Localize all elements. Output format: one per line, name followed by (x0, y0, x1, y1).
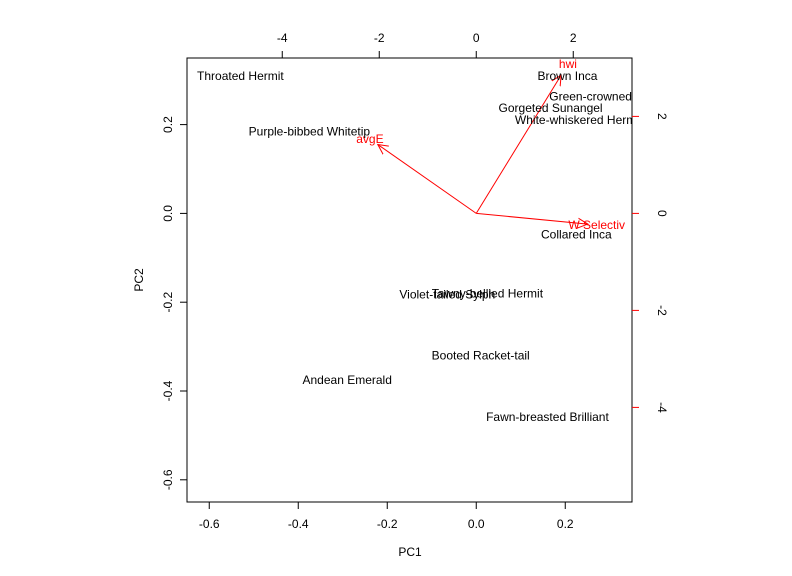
point-label: Booted Racket-tail (432, 348, 530, 362)
point-label: Gorgeted Sunangel (499, 101, 603, 115)
sample-labels: Throated Hermit Purple-bibbed Whitetip Bro… (197, 69, 643, 424)
point-label: Fawn-breasted Brilliant (486, 410, 609, 424)
arrow-label: avgE (356, 132, 383, 146)
point-label: Brown Inca (537, 69, 597, 83)
point-label: Purple-bibbed Whitetip (249, 124, 371, 138)
x-tick-label: 0.2 (557, 517, 574, 531)
x-tick-label: -0.4 (288, 517, 309, 531)
y-tick-label: -0.6 (161, 469, 175, 490)
point-label: Green-crowned (549, 90, 632, 104)
y-tick-label: -0.4 (161, 380, 175, 401)
arrow-label: hwi (559, 57, 577, 71)
x-tick-label: 0.0 (468, 517, 485, 531)
y-tick-label: -0.2 (161, 292, 175, 313)
right-tick-label: -4 (655, 402, 669, 413)
right-tick-label: -2 (655, 305, 669, 316)
loading-arrow (378, 145, 477, 214)
top-tick-label: 0 (473, 31, 480, 45)
axes: -0.6 -0.4 -0.2 0.0 0.2 -0.6 -0.4 -0.2 0.0 0.2 -4 -2… (161, 31, 669, 531)
loading-arrow (476, 212, 588, 224)
right-tick-label: 0 (655, 210, 669, 217)
point-label: Tawny-bellied Hermit (432, 286, 544, 300)
y-tick-label: 0.0 (161, 205, 175, 222)
point-label: White-whiskered Hermit (515, 113, 643, 127)
point-label: Andean Emerald (303, 373, 392, 387)
arrow-label: W Selectiv (568, 218, 625, 232)
top-tick-label: -2 (374, 31, 385, 45)
top-tick-label: 2 (570, 31, 577, 45)
x-axis-label: PC1 (398, 545, 422, 559)
right-tick-label: 2 (655, 113, 669, 120)
y-axis-label: PC2 (132, 268, 146, 292)
loading-arrows: avgE hwi W Selectiv (356, 57, 625, 232)
x-tick-label: -0.2 (377, 517, 398, 531)
point-label: Collared Inca (541, 227, 612, 241)
top-tick-label: -4 (277, 31, 288, 45)
y-tick-label: 0.2 (161, 116, 175, 133)
point-label: Throated Hermit (197, 69, 284, 83)
plot-frame (186, 57, 633, 503)
point-label: Violet-tailed Sylph (399, 288, 495, 302)
x-tick-label: -0.6 (199, 517, 220, 531)
loading-arrow (475, 75, 561, 214)
